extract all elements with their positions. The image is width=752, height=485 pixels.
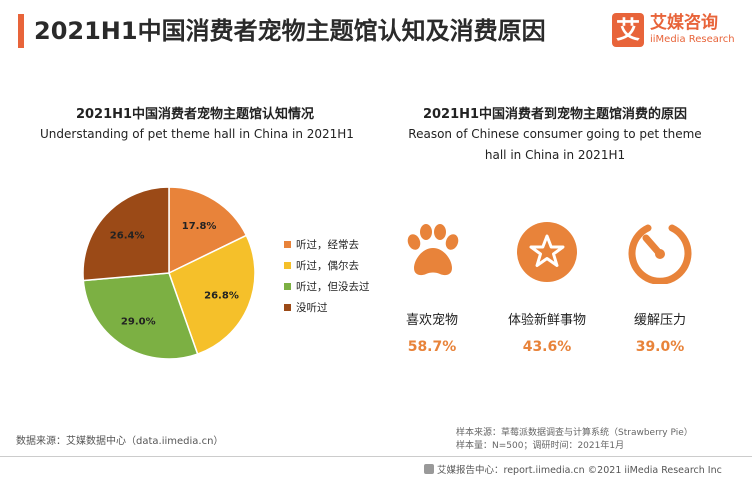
slice-value-label: 26.8%: [204, 291, 239, 302]
legend-swatch: [284, 304, 291, 311]
legend-label: 没听过: [296, 302, 328, 314]
pie-slice: [82, 186, 170, 282]
copyright-text: 艾媒报告中心：report.iimedia.cn ©2021 iiMedia R…: [437, 465, 722, 476]
gauge-icon: [628, 220, 692, 285]
legend-item: 没听过: [284, 297, 394, 318]
legend-item: 听过，偶尔去: [284, 255, 394, 276]
reason-item: 缓解压力 39.0%: [605, 220, 715, 356]
logo-icon: 艾: [612, 13, 644, 47]
legend-swatch: [284, 241, 291, 248]
reasons-title-cn: 2021H1中国消费者到宠物主题馆消费的原因: [422, 107, 688, 122]
legend-swatch: [284, 283, 291, 290]
reason-value: 39.0%: [635, 339, 685, 355]
pie-slice: [82, 272, 199, 360]
footer-copyright: 艾媒报告中心：report.iimedia.cn ©2021 iiMedia R…: [424, 462, 722, 476]
logo-name-en: iiMedia Research: [650, 34, 735, 45]
pie-legend: 听过，经常去 听过，偶尔去 听过，但没去过 没听过: [284, 234, 394, 318]
page-title: 2021H1中国消费者宠物主题馆认知及消费原因: [34, 17, 546, 45]
title-accent-bar: [18, 14, 24, 48]
reason-item: 体验新鲜事物 43.6%: [492, 220, 602, 356]
legend-label: 听过，但没去过: [296, 281, 370, 293]
legend-label: 听过，经常去: [296, 239, 359, 251]
reason-label: 喜欢宠物: [405, 313, 458, 328]
legend-item: 听过，经常去: [284, 234, 394, 255]
pie-title-en: Understanding of pet theme hall in China…: [40, 127, 354, 141]
report-center-icon: [424, 464, 434, 474]
legend-swatch: [284, 262, 291, 269]
legend-item: 听过，但没去过: [284, 276, 394, 297]
reason-label: 缓解压力: [633, 313, 686, 328]
reason-item: 喜欢宠物 58.7%: [377, 220, 487, 356]
star-badge-icon: [515, 220, 579, 284]
sample-source: 样本来源：草莓派数据调查与计算系统（Strawberry Pie）: [456, 428, 693, 438]
reason-label: 体验新鲜事物: [507, 313, 586, 328]
slice-value-label: 17.8%: [182, 221, 217, 232]
slice-value-label: 29.0%: [121, 317, 156, 328]
slice-value-label: 26.4%: [110, 231, 145, 242]
paw-icon: [400, 220, 464, 284]
footer-divider: [0, 456, 752, 457]
pie-slice: [168, 186, 248, 275]
data-source: 数据来源：艾媒数据中心（data.iimedia.cn）: [16, 436, 224, 447]
reason-value: 58.7%: [407, 339, 457, 355]
awareness-pie-chart: 17.8% 26.8% 29.0% 26.4%: [82, 186, 256, 360]
pie-title-cn: 2021H1中国消费者宠物主题馆认知情况: [75, 107, 315, 122]
reasons-title-en: Reason of Chinese consumer going to pet …: [408, 127, 702, 162]
brand-logo: 艾 艾媒咨询 iiMedia Research: [612, 13, 742, 53]
legend-label: 听过，偶尔去: [296, 260, 359, 272]
logo-name-cn: 艾媒咨询: [650, 13, 718, 33]
pie-slice: [168, 234, 256, 356]
reason-value: 43.6%: [522, 339, 572, 355]
sample-size: 样本量：N=500；调研时间：2021年1月: [456, 441, 625, 451]
